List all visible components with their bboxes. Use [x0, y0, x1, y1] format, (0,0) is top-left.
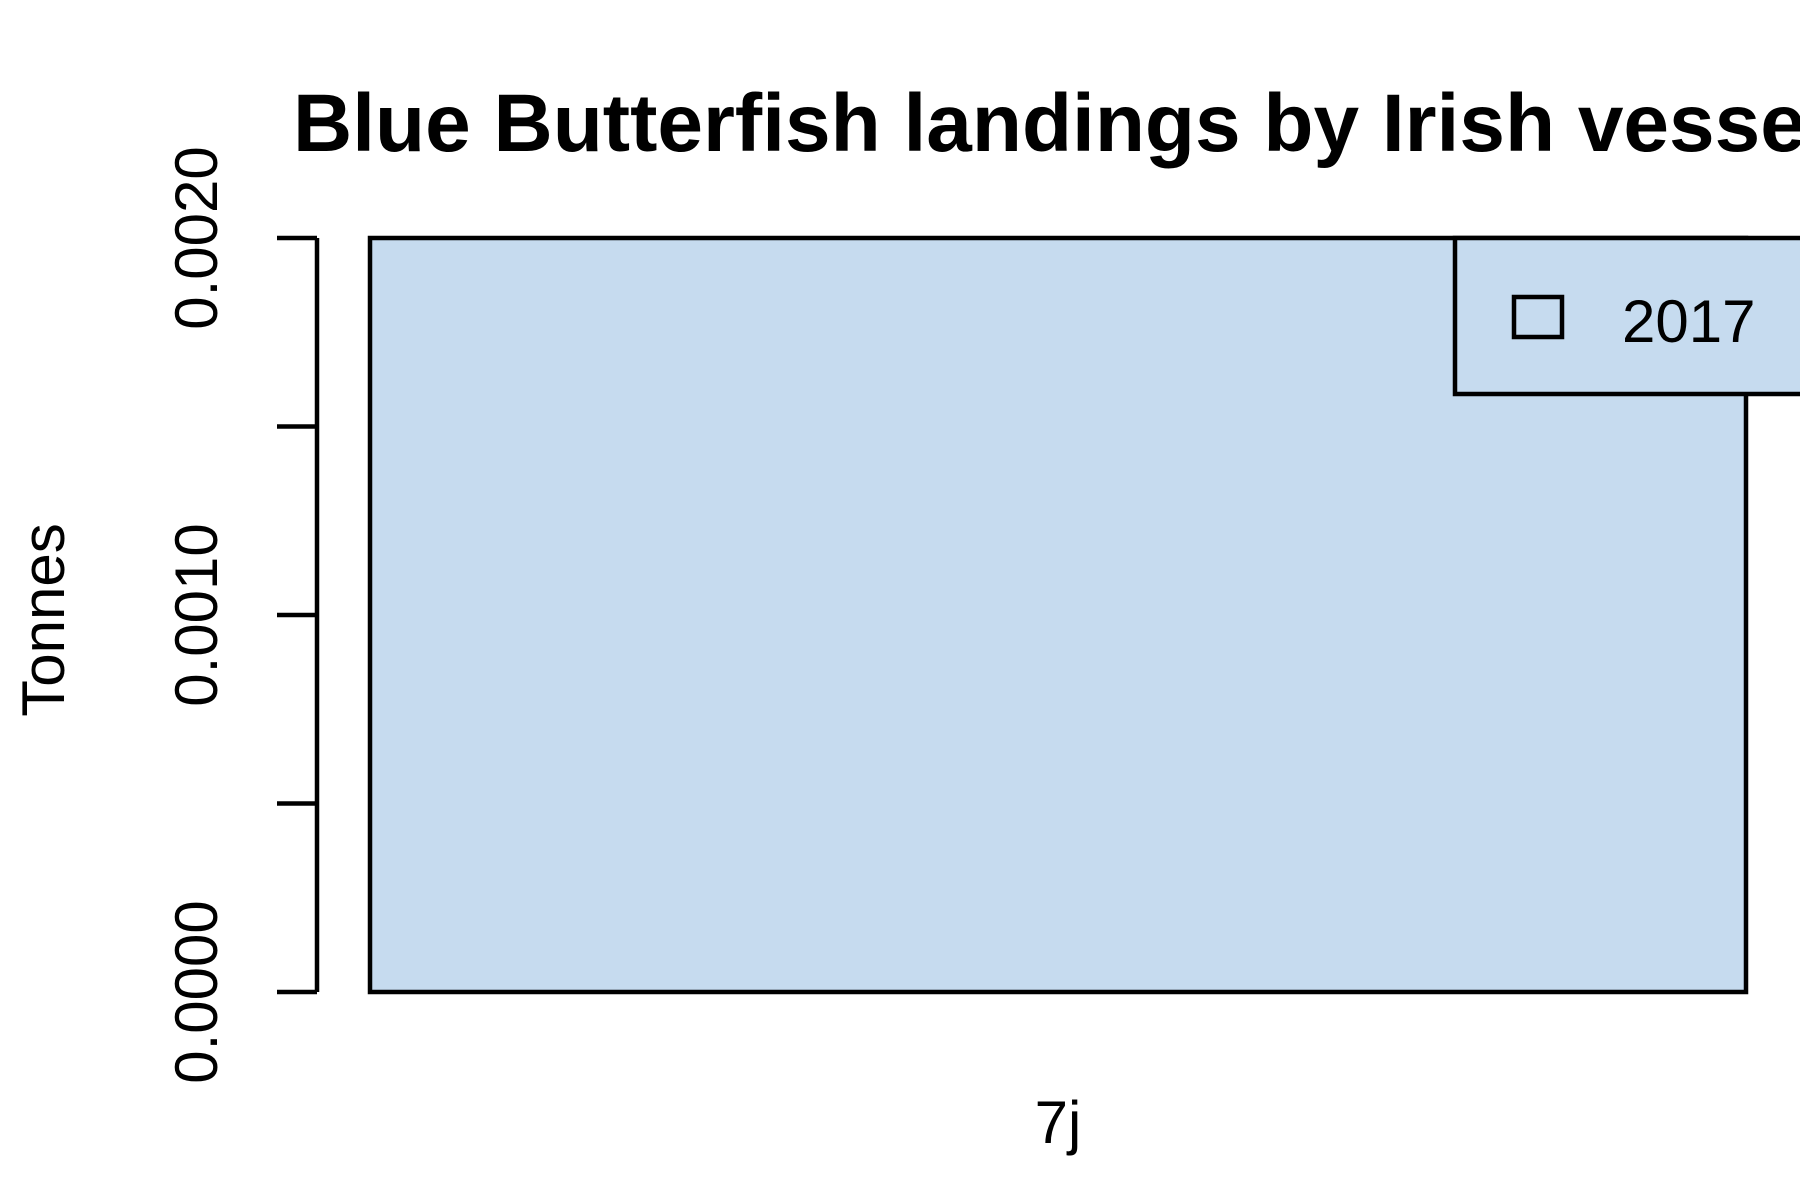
chart-title: Blue Butterfish landings by Irish vessel… [293, 78, 1800, 169]
y-axis-label: Tonnes [10, 523, 77, 716]
x-tick-label-7j: 7j [1035, 1089, 1082, 1156]
legend: 2017 [1452, 235, 1800, 397]
y-tick-label-1: 0.0010 [163, 523, 230, 707]
legend-label-2017: 2017 [1622, 288, 1755, 355]
legend-key-2017 [1511, 294, 1565, 340]
legend-box [1452, 235, 1800, 397]
y-tick-label-2: 0.0020 [163, 146, 230, 330]
y-axis: 0.0000 0.0010 0.0020 [163, 146, 320, 1084]
y-tick-label-0: 0.0000 [163, 900, 230, 1084]
x-tick-labels: 7j [1035, 1089, 1082, 1156]
